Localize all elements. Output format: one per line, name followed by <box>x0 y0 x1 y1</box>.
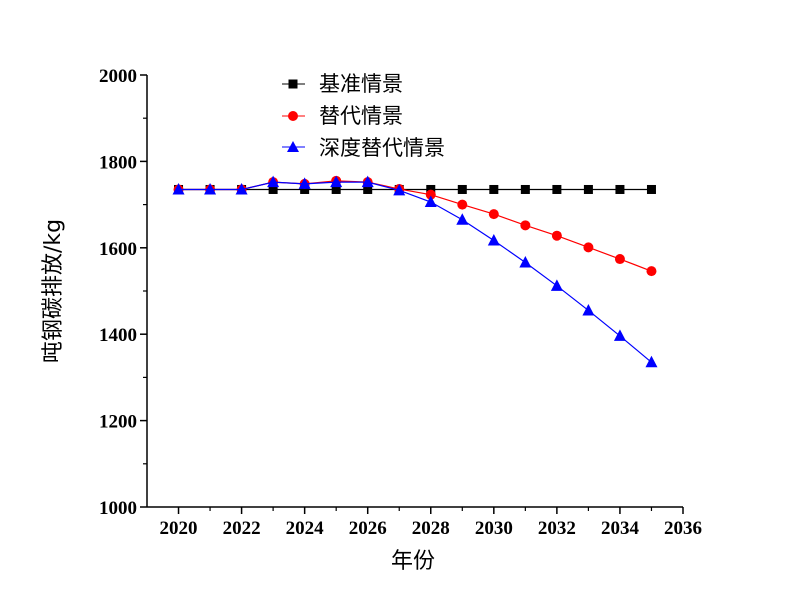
y-axis-title: 吨钢碳排放/kg <box>41 219 66 363</box>
data-point <box>361 175 374 188</box>
x-tick-label: 2032 <box>538 518 576 539</box>
legend-item-baseline: 基准情景 <box>282 72 403 96</box>
series-layer <box>172 175 658 368</box>
data-point <box>457 184 467 194</box>
data-point <box>268 184 278 194</box>
data-point <box>520 220 531 231</box>
data-point <box>363 184 373 194</box>
data-point <box>456 213 469 225</box>
square-marker-icon <box>288 79 298 89</box>
triangle-marker-icon <box>287 141 299 152</box>
data-point <box>520 184 530 194</box>
data-point <box>614 254 625 265</box>
data-point <box>645 355 658 368</box>
data-point <box>489 184 499 194</box>
data-point <box>235 182 248 195</box>
x-tick-label: 2024 <box>286 518 325 539</box>
series-2 <box>172 175 658 368</box>
x-tick-label: 2034 <box>601 518 640 539</box>
data-point <box>551 230 562 241</box>
legend-item-substitution: 替代情景 <box>282 104 403 128</box>
data-point <box>267 175 280 188</box>
data-point <box>330 175 343 188</box>
data-point <box>550 279 563 291</box>
data-point <box>583 242 594 253</box>
x-axis-title: 年份 <box>391 549 435 574</box>
y-tick-label: 2000 <box>99 66 137 87</box>
data-point <box>457 199 468 210</box>
y-tick-label: 1400 <box>99 325 137 346</box>
data-point <box>298 177 311 189</box>
data-point <box>488 209 499 220</box>
data-point <box>615 184 625 194</box>
x-axis: 2020 2022 2024 2026 2028 2030 2032 2034 2036 <box>147 506 702 539</box>
data-point <box>552 184 562 194</box>
series-line <box>178 181 652 363</box>
data-point <box>646 266 657 277</box>
data-point <box>487 233 500 246</box>
data-point <box>424 195 437 208</box>
legend: 基准情景 替代情景 深度替代情景 <box>282 72 445 160</box>
y-tick-label: 1800 <box>99 152 137 173</box>
y-tick-label: 1200 <box>99 412 137 433</box>
x-tick-label: 2028 <box>412 518 450 539</box>
x-tick-label: 2026 <box>349 518 387 539</box>
data-point <box>519 255 532 268</box>
legend-label: 深度替代情景 <box>319 136 445 160</box>
legend-item-deep-substitution: 深度替代情景 <box>282 136 445 160</box>
circle-marker-icon <box>288 111 298 121</box>
x-tick-label: 2022 <box>223 518 261 539</box>
data-point <box>204 182 217 195</box>
x-tick-label: 2030 <box>475 518 513 539</box>
data-point <box>582 303 595 316</box>
y-tick-label: 1600 <box>99 239 137 260</box>
y-axis: 1000 1200 1400 1600 1800 2000 <box>99 66 148 519</box>
data-point <box>172 182 185 195</box>
data-point <box>300 184 310 194</box>
data-point <box>331 184 341 194</box>
legend-label: 替代情景 <box>319 104 403 128</box>
data-point <box>393 183 406 196</box>
series-line <box>178 180 652 272</box>
legend-label: 基准情景 <box>319 72 403 96</box>
x-tick-label: 2020 <box>160 518 198 539</box>
data-point <box>646 184 656 194</box>
y-tick-label: 1000 <box>99 498 137 519</box>
data-point <box>426 184 436 194</box>
x-tick-label: 2036 <box>664 518 702 539</box>
data-point <box>583 184 593 194</box>
data-point <box>425 189 436 200</box>
data-point <box>613 329 626 341</box>
